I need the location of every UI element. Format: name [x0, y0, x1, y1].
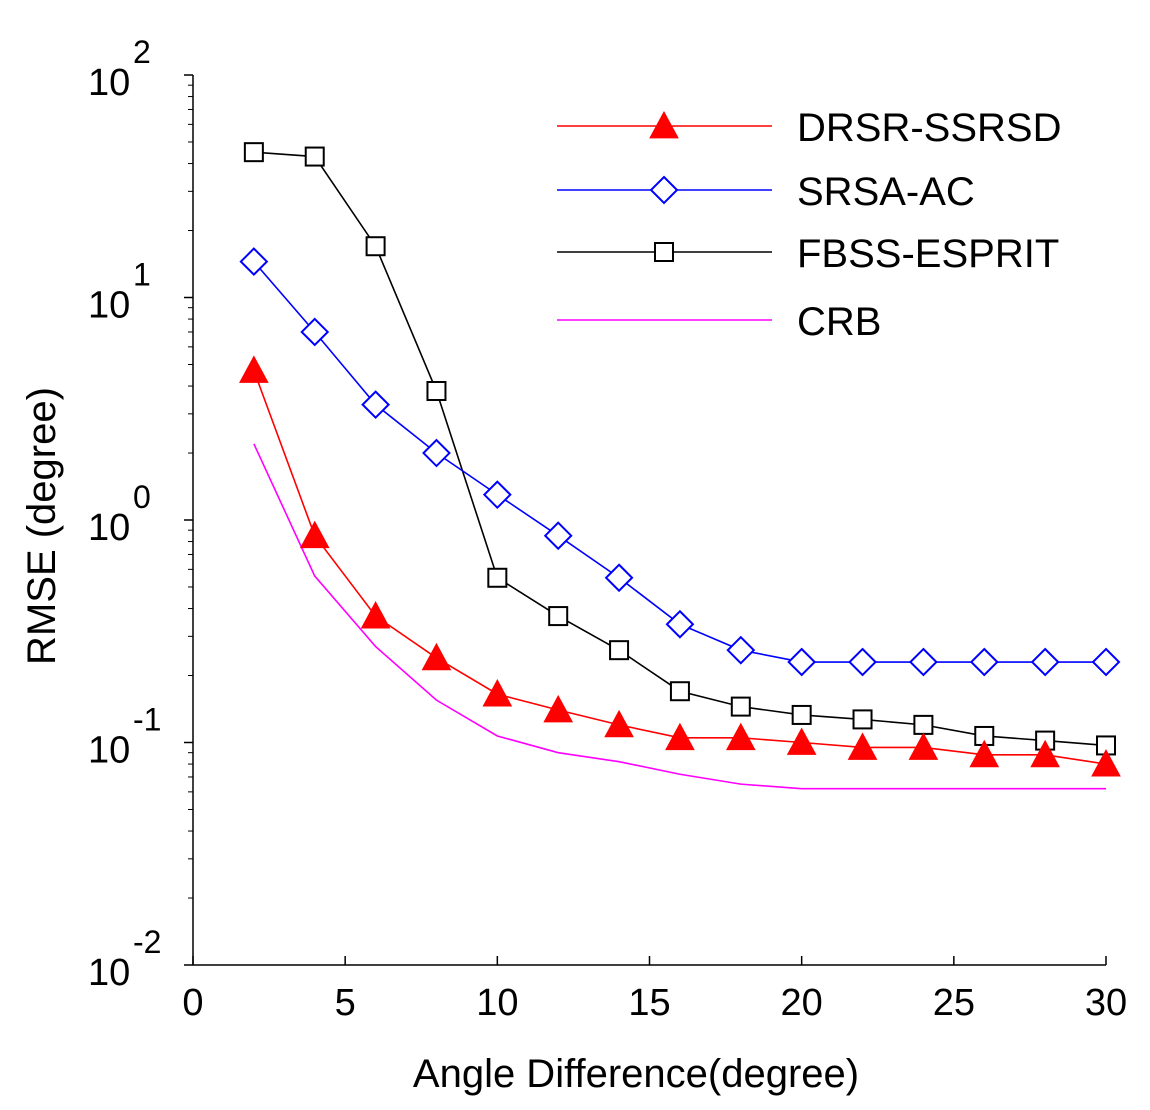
- legend-entry-fbss-esprit: FBSS-ESPRIT: [557, 232, 1059, 276]
- x-ticks: 0 5 10 15 20 25 30: [182, 956, 1127, 1024]
- data-point-srsa-ac: [482, 480, 512, 510]
- legend-marker-srsa-ac: [649, 175, 679, 205]
- y-tick-label-base: 10: [88, 62, 130, 104]
- x-tick-label: 5: [335, 982, 356, 1024]
- y-tick-label-exponent: 2: [133, 34, 151, 70]
- data-point-srsa-ac: [665, 609, 695, 639]
- legend: DRSR-SSRSD SRSA-AC FBSS-ESPRIT CRB: [557, 106, 1061, 344]
- series-srsa-ac: [239, 247, 1121, 677]
- x-tick-label: 15: [628, 982, 670, 1024]
- data-point-srsa-ac: [1091, 647, 1121, 677]
- data-point-fbss-esprit: [913, 714, 934, 735]
- series-layer: [239, 142, 1121, 790]
- data-point-drsr-ssrsd: [908, 732, 939, 760]
- data-point-fbss-esprit: [548, 606, 569, 627]
- legend-label-crb: CRB: [797, 300, 881, 344]
- data-point-srsa-ac: [1030, 647, 1060, 677]
- x-tick-label: 20: [781, 982, 823, 1024]
- data-point-fbss-esprit: [487, 567, 508, 588]
- data-point-drsr-ssrsd: [847, 732, 878, 760]
- data-point-drsr-ssrsd: [482, 679, 513, 707]
- y-tick-label-base: 10: [88, 730, 130, 772]
- data-point-drsr-ssrsd: [786, 727, 817, 755]
- data-point-fbss-esprit: [791, 704, 812, 725]
- data-point-srsa-ac: [726, 635, 756, 665]
- data-point-srsa-ac: [361, 390, 391, 420]
- legend-label-drsr-ssrsd: DRSR-SSRSD: [797, 106, 1061, 150]
- x-tick-label: 10: [476, 982, 518, 1024]
- legend-marker-drsr-ssrsd: [649, 110, 679, 139]
- data-point-drsr-ssrsd: [725, 722, 756, 751]
- data-point-drsr-ssrsd: [543, 694, 574, 723]
- data-point-srsa-ac: [543, 521, 573, 551]
- data-point-srsa-ac: [787, 647, 817, 677]
- data-point-drsr-ssrsd: [1030, 739, 1060, 768]
- data-point-drsr-ssrsd: [360, 601, 391, 629]
- x-tick-label: 0: [182, 982, 203, 1024]
- data-point-fbss-esprit: [852, 709, 873, 730]
- data-point-srsa-ac: [300, 317, 330, 347]
- x-tick-label: 25: [933, 982, 975, 1024]
- y-tick-label-exponent: -1: [133, 702, 161, 738]
- y-tick-label-base: 10: [88, 952, 130, 994]
- x-axis-label: Angle Difference(degree): [413, 1052, 859, 1096]
- legend-entry-srsa-ac: SRSA-AC: [557, 170, 975, 214]
- data-point-srsa-ac: [908, 647, 938, 677]
- data-point-srsa-ac: [422, 438, 451, 468]
- series-line-drsr-ssrsd: [253, 370, 1107, 765]
- data-point-drsr-ssrsd: [1091, 749, 1121, 777]
- series-crb: [253, 443, 1106, 790]
- data-point-srsa-ac: [969, 647, 999, 677]
- data-point-fbss-esprit: [669, 681, 690, 702]
- data-point-fbss-esprit: [609, 640, 630, 661]
- data-point-fbss-esprit: [243, 142, 264, 163]
- series-line-srsa-ac: [253, 261, 1106, 663]
- y-axis-label: RMSE (degree): [20, 387, 64, 665]
- y-tick-label-base: 10: [88, 507, 130, 549]
- y-tick-label-exponent: 1: [133, 257, 151, 293]
- data-point-srsa-ac: [239, 247, 269, 277]
- data-point-drsr-ssrsd: [665, 722, 695, 751]
- series-drsr-ssrsd: [239, 355, 1121, 777]
- data-point-fbss-esprit: [426, 380, 447, 401]
- data-point-fbss-esprit: [365, 236, 386, 257]
- data-point-drsr-ssrsd: [969, 739, 1000, 768]
- data-point-fbss-esprit: [304, 146, 325, 167]
- legend-marker-fbss-esprit: [654, 242, 674, 262]
- data-point-srsa-ac: [604, 563, 634, 593]
- legend-entry-crb: CRB: [557, 300, 881, 344]
- data-point-drsr-ssrsd: [604, 709, 634, 738]
- data-point-drsr-ssrsd: [239, 355, 269, 383]
- legend-label-srsa-ac: SRSA-AC: [797, 170, 975, 214]
- data-point-drsr-ssrsd: [299, 520, 330, 549]
- x-tick-label: 30: [1085, 982, 1127, 1024]
- series-fbss-esprit: [243, 142, 1116, 756]
- data-point-srsa-ac: [848, 647, 877, 677]
- legend-label-fbss-esprit: FBSS-ESPRIT: [797, 232, 1059, 276]
- y-tick-label-exponent: -2: [133, 924, 161, 960]
- legend-entry-drsr-ssrsd: DRSR-SSRSD: [557, 106, 1061, 150]
- data-point-fbss-esprit: [730, 696, 751, 717]
- series-line-crb: [253, 443, 1106, 790]
- data-point-drsr-ssrsd: [421, 642, 452, 671]
- y-tick-label-base: 10: [88, 285, 130, 327]
- y-tick-label-exponent: 0: [133, 479, 151, 515]
